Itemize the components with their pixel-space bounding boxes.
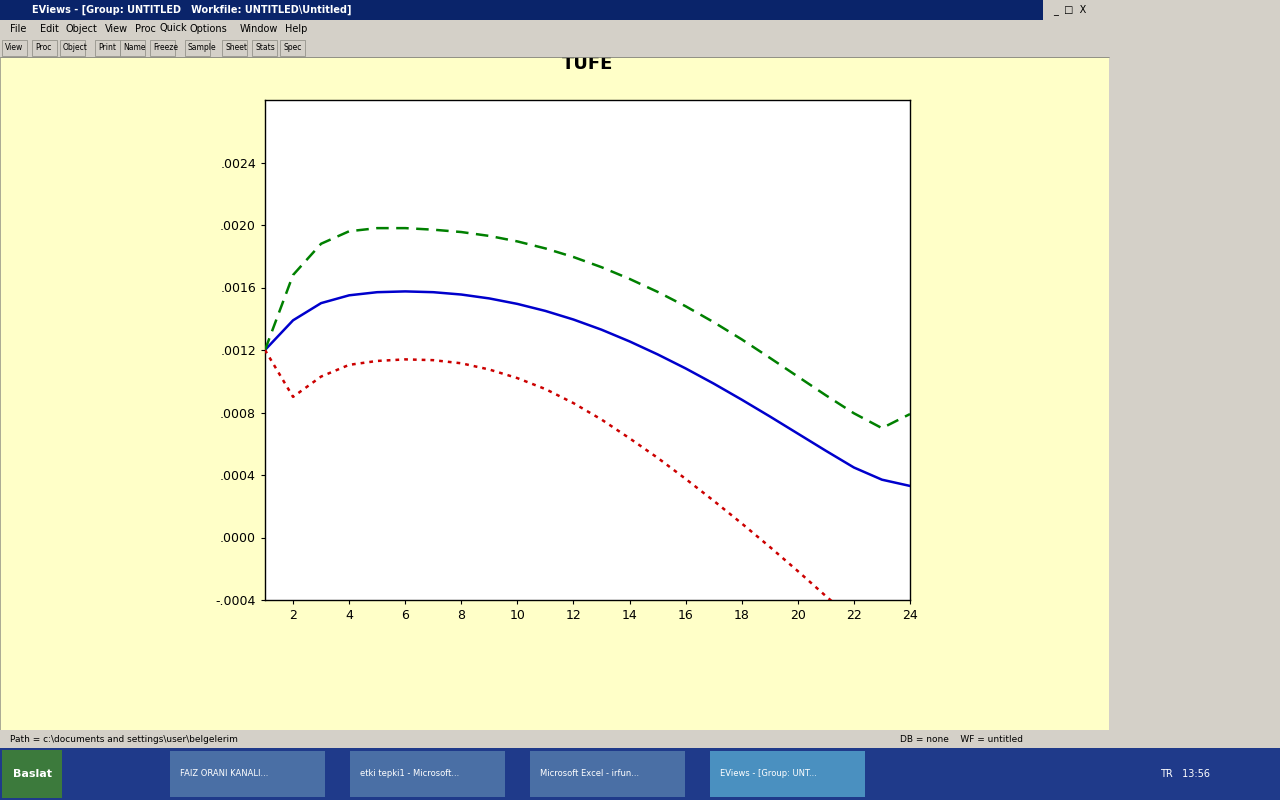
Text: Sheet: Sheet bbox=[225, 42, 247, 51]
Text: TR   13:56: TR 13:56 bbox=[1160, 769, 1210, 779]
Text: DB = none    WF = untitled: DB = none WF = untitled bbox=[900, 734, 1023, 743]
Text: Proc: Proc bbox=[35, 42, 51, 51]
Text: Print: Print bbox=[99, 42, 116, 51]
Text: Object: Object bbox=[63, 42, 88, 51]
Text: Options: Options bbox=[189, 23, 228, 34]
Text: Spec: Spec bbox=[283, 42, 301, 51]
Text: View: View bbox=[105, 23, 128, 34]
Text: File: File bbox=[10, 23, 27, 34]
Text: Edit: Edit bbox=[40, 23, 59, 34]
Text: Baslat: Baslat bbox=[13, 769, 51, 779]
Text: Sample: Sample bbox=[188, 42, 216, 51]
Text: etki tepki1 - Microsoft...: etki tepki1 - Microsoft... bbox=[360, 770, 460, 778]
Text: FAIZ ORANI KANALI...: FAIZ ORANI KANALI... bbox=[180, 770, 269, 778]
Text: _  □  X: _ □ X bbox=[1053, 5, 1087, 15]
Text: Microsoft Excel - irfun...: Microsoft Excel - irfun... bbox=[540, 770, 639, 778]
Text: EViews - [Group: UNTITLED   Workfile: UNTITLED\Untitled]: EViews - [Group: UNTITLED Workfile: UNTI… bbox=[32, 5, 352, 15]
Text: Name: Name bbox=[123, 42, 146, 51]
Text: TUFE: TUFE bbox=[562, 55, 613, 73]
Text: Window: Window bbox=[241, 23, 278, 34]
Text: EViews - [Group: UNT...: EViews - [Group: UNT... bbox=[719, 770, 817, 778]
Text: Help: Help bbox=[285, 23, 307, 34]
Text: Path = c:\documents and settings\user\belgelerim: Path = c:\documents and settings\user\be… bbox=[10, 734, 238, 743]
Text: Freeze: Freeze bbox=[154, 42, 178, 51]
Text: Object: Object bbox=[65, 23, 97, 34]
Text: Quick: Quick bbox=[160, 23, 188, 34]
Text: Stats: Stats bbox=[255, 42, 275, 51]
Text: Proc: Proc bbox=[134, 23, 156, 34]
Text: View: View bbox=[5, 42, 23, 51]
